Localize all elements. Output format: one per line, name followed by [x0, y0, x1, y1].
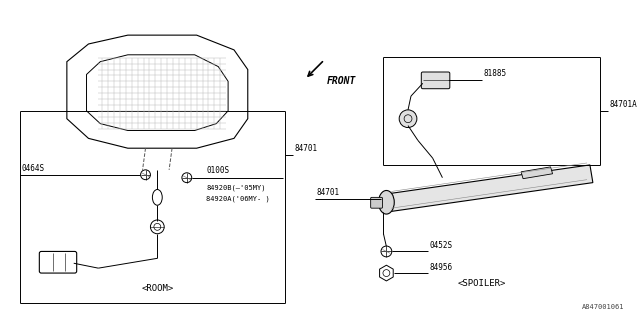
Polygon shape — [380, 265, 393, 281]
Text: 84920A('06MY- ): 84920A('06MY- ) — [207, 196, 270, 202]
Text: 84701A: 84701A — [609, 100, 637, 109]
Text: 84701: 84701 — [295, 144, 318, 153]
Text: <ROOM>: <ROOM> — [141, 284, 173, 293]
Text: <SPOILER>: <SPOILER> — [458, 279, 506, 288]
Text: 84920B(–'05MY): 84920B(–'05MY) — [207, 185, 266, 191]
Text: FRONT: FRONT — [326, 76, 356, 86]
Ellipse shape — [152, 189, 162, 205]
FancyBboxPatch shape — [371, 197, 383, 208]
Text: 81885: 81885 — [484, 69, 507, 78]
Text: A847001061: A847001061 — [582, 304, 625, 310]
Polygon shape — [383, 165, 593, 212]
Text: 0452S: 0452S — [429, 242, 452, 251]
FancyBboxPatch shape — [421, 72, 450, 89]
Ellipse shape — [378, 190, 394, 214]
Circle shape — [150, 220, 164, 234]
Polygon shape — [521, 167, 552, 179]
Text: 0100S: 0100S — [207, 166, 230, 175]
Text: 84956: 84956 — [429, 263, 452, 272]
Circle shape — [399, 110, 417, 128]
Text: 0464S: 0464S — [22, 164, 45, 173]
Text: 84701: 84701 — [317, 188, 340, 197]
